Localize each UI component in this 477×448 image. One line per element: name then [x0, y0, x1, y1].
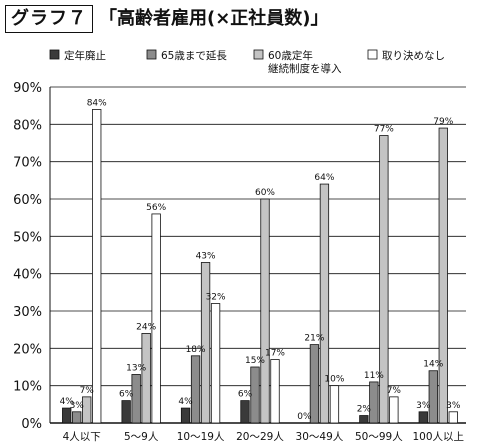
data-label: 13%	[126, 363, 146, 373]
data-label: 77%	[374, 125, 394, 135]
data-label: 17%	[265, 349, 285, 359]
legend-swatch	[49, 49, 60, 60]
data-label: 60%	[255, 188, 275, 198]
x-tick-label: 4人以下	[63, 431, 101, 443]
bar	[62, 407, 72, 424]
data-label: 43%	[196, 251, 216, 261]
data-label: 7%	[80, 386, 95, 396]
x-tick-label: 100人以上	[413, 431, 465, 443]
data-label: 0%	[297, 412, 312, 422]
x-tick-label: 10～19人	[177, 431, 225, 443]
bar	[250, 366, 260, 424]
y-tick-label: 70%	[13, 156, 42, 171]
data-label: 64%	[314, 173, 334, 183]
y-tick-label: 20%	[13, 342, 42, 357]
bar	[270, 359, 280, 424]
figure-label: グラフ７	[5, 5, 93, 33]
y-tick-label: 60%	[13, 193, 42, 208]
figure-header: グラフ７ 「高齢者雇用(×正社員数)」	[5, 4, 329, 34]
bar	[200, 262, 211, 424]
bar	[240, 400, 250, 424]
y-axis: 0% 10% 20% 30% 40% 50% 60% 70% 80% 90%	[13, 81, 42, 432]
bar	[319, 183, 330, 424]
y-tick-label: 30%	[13, 305, 42, 320]
x-tick-label: 20～29人	[236, 431, 284, 443]
data-label: 6%	[119, 390, 134, 400]
bar	[151, 213, 161, 424]
bar	[369, 381, 379, 424]
data-label: 3%	[416, 401, 431, 411]
data-label: 32%	[206, 293, 226, 303]
data-label: 3%	[446, 401, 461, 411]
bar	[82, 396, 92, 424]
data-label: 56%	[146, 203, 166, 213]
x-tick-label: 50～99人	[355, 431, 403, 443]
data-label: 24%	[136, 322, 156, 332]
legend-label: 取り決めなし	[382, 50, 445, 62]
bar	[210, 303, 221, 424]
data-label: 79%	[433, 117, 453, 127]
y-tick-label: 90%	[13, 81, 42, 96]
legend-label: 60歳定年	[268, 49, 313, 62]
data-label: 14%	[423, 360, 443, 370]
y-tick-label: 50%	[13, 230, 42, 245]
legend-label: 定年廃止	[64, 49, 106, 62]
bar	[92, 109, 102, 424]
data-label: 7%	[387, 386, 402, 396]
legend-swatch	[146, 49, 157, 60]
bar	[389, 396, 399, 424]
legend-label: 65歳まで延長	[161, 50, 227, 62]
bar	[72, 411, 82, 424]
data-label: 10%	[324, 375, 344, 385]
data-label: 15%	[245, 356, 265, 366]
bar	[428, 370, 438, 424]
data-label: 18%	[186, 345, 206, 355]
data-label: 84%	[87, 98, 107, 108]
y-tick-label: 80%	[13, 118, 42, 133]
bar	[131, 374, 141, 424]
bar	[359, 415, 369, 424]
bar	[329, 385, 340, 424]
bar	[379, 135, 389, 424]
legend-label: 継続制度を導入	[268, 62, 342, 75]
bar	[121, 400, 131, 424]
chart-title: 「高齢者雇用(×正社員数)」	[99, 8, 329, 29]
bar	[448, 411, 458, 424]
data-label: 11%	[364, 371, 384, 381]
data-label: 4%	[60, 397, 75, 407]
y-tick-label: 40%	[13, 268, 42, 283]
bar	[418, 411, 428, 424]
bar	[309, 344, 320, 424]
data-label: 4%	[178, 397, 193, 407]
x-tick-label: 5～9人	[124, 431, 159, 443]
legend-swatch	[367, 49, 378, 60]
data-label: 21%	[304, 334, 324, 344]
y-tick-label: 0%	[21, 417, 42, 432]
x-axis: 4人以下 5～9人 10～19人 20～29人 30～49人 50～99人 100人以上	[63, 431, 464, 443]
x-tick-label: 30～49人	[296, 431, 344, 443]
bars	[62, 109, 458, 424]
data-label: 3%	[70, 401, 85, 411]
bar	[141, 332, 151, 424]
legend-swatch	[253, 49, 264, 60]
bar	[438, 127, 448, 424]
bar	[180, 407, 191, 424]
y-tick-label: 10%	[13, 380, 42, 395]
data-label: 2%	[357, 405, 372, 415]
bar	[260, 198, 270, 424]
data-label: 6%	[238, 390, 253, 400]
data-labels: 4%3%7%84%6%13%24%56%4%18%43%32%6%15%60%1…	[60, 98, 461, 422]
bar	[190, 355, 201, 424]
